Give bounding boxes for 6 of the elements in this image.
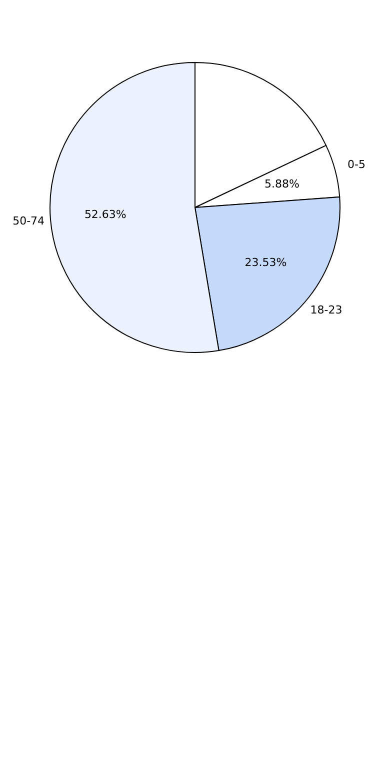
data-label: 5.88% [264,178,300,191]
slice-label: 18-23 [310,304,342,317]
data-label: 23.53% [244,256,287,270]
data-label: 52.63% [84,208,126,221]
slice-label: 0-5 [348,158,366,171]
slice-label: 50-74 [12,214,45,228]
